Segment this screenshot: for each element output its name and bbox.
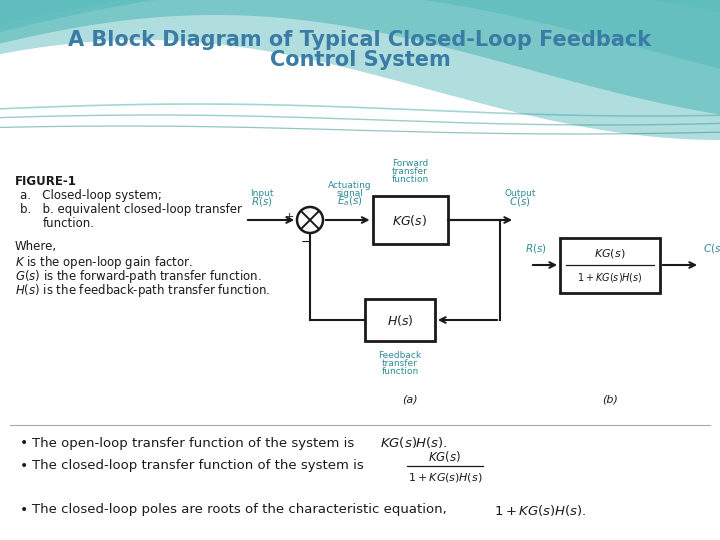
Polygon shape xyxy=(0,0,720,114)
Text: Input: Input xyxy=(251,189,274,198)
Text: function.: function. xyxy=(43,217,95,230)
Bar xyxy=(372,196,448,244)
Text: $G(s)$ is the forward-path transfer function.: $G(s)$ is the forward-path transfer func… xyxy=(15,268,262,285)
Text: $E_a(s)$: $E_a(s)$ xyxy=(337,194,363,208)
Text: $1 + KG(s)H(s).$: $1 + KG(s)H(s).$ xyxy=(494,503,586,517)
Text: $1+KG(s)H(s)$: $1+KG(s)H(s)$ xyxy=(577,271,643,284)
Text: $KG(s)H(s).$: $KG(s)H(s).$ xyxy=(380,435,447,450)
Text: transfer: transfer xyxy=(382,359,418,368)
Polygon shape xyxy=(0,0,720,24)
Bar xyxy=(365,299,435,341)
Text: $H(s)$: $H(s)$ xyxy=(387,313,413,327)
Text: a.   Closed-loop system;: a. Closed-loop system; xyxy=(20,189,162,202)
Text: transfer: transfer xyxy=(392,167,428,176)
Text: signal: signal xyxy=(336,189,364,198)
Text: Where,: Where, xyxy=(15,240,57,253)
Text: $H(s)$ is the feedback-path transfer function.: $H(s)$ is the feedback-path transfer fun… xyxy=(15,282,270,299)
Text: (a): (a) xyxy=(402,395,418,405)
Text: $C(s)$: $C(s)$ xyxy=(703,242,720,255)
Polygon shape xyxy=(0,0,720,69)
Text: Output: Output xyxy=(504,189,536,198)
Text: The open-loop transfer function of the system is: The open-loop transfer function of the s… xyxy=(32,436,354,449)
Text: The closed-loop transfer function of the system is: The closed-loop transfer function of the… xyxy=(32,460,364,472)
Text: The closed-loop poles are roots of the characteristic equation,: The closed-loop poles are roots of the c… xyxy=(32,503,446,516)
Text: FIGURE-1: FIGURE-1 xyxy=(15,175,77,188)
Text: $R(s)$: $R(s)$ xyxy=(251,195,273,208)
Text: Actuating: Actuating xyxy=(328,181,372,190)
Text: •: • xyxy=(20,503,28,517)
Text: −: − xyxy=(301,236,311,249)
Text: $KG(s)$: $KG(s)$ xyxy=(392,213,428,227)
Text: Forward: Forward xyxy=(392,159,428,168)
Text: function: function xyxy=(382,367,418,376)
Text: $KG(s)$: $KG(s)$ xyxy=(594,247,626,260)
Text: •: • xyxy=(20,436,28,450)
Polygon shape xyxy=(0,0,720,140)
Text: $KG(s)$: $KG(s)$ xyxy=(428,449,462,463)
Text: Control System: Control System xyxy=(269,50,451,70)
Text: Feedback: Feedback xyxy=(379,351,422,360)
Text: (b): (b) xyxy=(602,395,618,405)
Text: function: function xyxy=(392,175,428,184)
Text: $1 + KG(s)H(s)$: $1 + KG(s)H(s)$ xyxy=(408,470,482,483)
Text: b.   b. equivalent closed-loop transfer: b. b. equivalent closed-loop transfer xyxy=(20,203,242,216)
Bar xyxy=(560,238,660,293)
Text: $R(s)$: $R(s)$ xyxy=(525,242,547,255)
Text: $K$ is the open-loop gain factor.: $K$ is the open-loop gain factor. xyxy=(15,254,193,271)
Text: $C(s)$: $C(s)$ xyxy=(509,195,531,208)
Text: •: • xyxy=(20,459,28,473)
Text: +: + xyxy=(284,212,294,222)
Text: A Block Diagram of Typical Closed-Loop Feedback: A Block Diagram of Typical Closed-Loop F… xyxy=(68,30,652,50)
